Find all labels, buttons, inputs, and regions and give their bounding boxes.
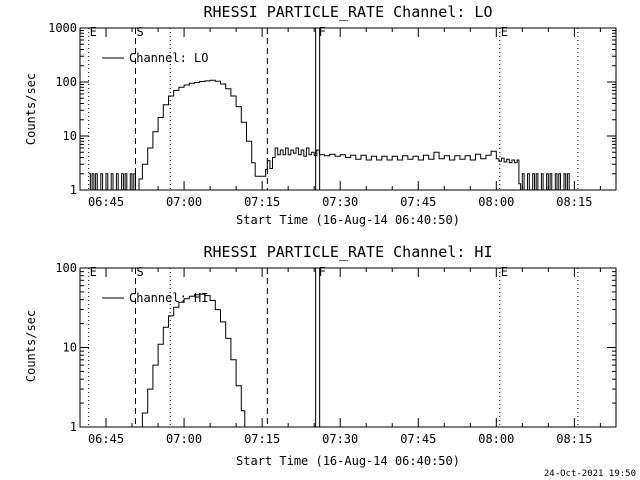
x-tick-label: 06:45 (88, 195, 124, 209)
x-tick-label: 08:15 (556, 195, 592, 209)
y-tick-label: 1000 (48, 21, 77, 35)
x-tick-label: 08:00 (478, 195, 514, 209)
x-tick-label: 07:30 (322, 195, 358, 209)
legend-label: Channel: LO (129, 51, 208, 65)
chart-lo-xlabel: Start Time (16-Aug-14 06:40:50) (236, 213, 460, 227)
series-line-lo (88, 79, 570, 191)
marker-label: E (501, 265, 508, 279)
chart-hi: RHESSI PARTICLE_RATE Channel: HI Counts/… (24, 243, 617, 468)
x-tick-label: 07:45 (400, 432, 436, 446)
footer-timestamp: 24-Oct-2021 19:50 (544, 469, 636, 479)
x-tick-label: 07:00 (166, 195, 202, 209)
x-tick-label: 07:30 (322, 432, 358, 446)
x-tick-label: 08:00 (478, 432, 514, 446)
marker-label: S (137, 265, 144, 279)
chart-hi-xlabel: Start Time (16-Aug-14 06:40:50) (236, 454, 460, 468)
chart-hi-plot-area: 1 10 100 06:45 07:00 07:15 07:30 07:45 08:00 08:1… (55, 261, 617, 446)
chart-lo-title: RHESSI PARTICLE_RATE Channel: LO (204, 3, 493, 21)
y-tick-label: 10 (63, 341, 77, 355)
y-tick-label: 1 (70, 420, 77, 434)
chart-hi-ylabel: Counts/sec (24, 310, 38, 382)
y-tick-label: 1 (70, 183, 77, 197)
x-tick-label: 07:45 (400, 195, 436, 209)
marker-label: F (319, 265, 326, 279)
x-tick-label: 07:15 (244, 195, 280, 209)
chart-lo: RHESSI PARTICLE_RATE Channel: LO Counts/… (24, 3, 617, 227)
y-tick-label: 100 (55, 261, 77, 275)
x-tick-label: 06:45 (88, 432, 124, 446)
chart-lo-ylabel: Counts/sec (24, 73, 38, 145)
chart-hi-title: RHESSI PARTICLE_RATE Channel: HI (204, 243, 493, 261)
marker-label: E (90, 25, 97, 39)
marker-label: E (90, 265, 97, 279)
x-tick-label: 07:15 (244, 432, 280, 446)
x-tick-label: 07:00 (166, 432, 202, 446)
marker-label: E (501, 25, 508, 39)
x-tick-label: 08:15 (556, 432, 592, 446)
marker-label: F (319, 25, 326, 39)
chart-lo-frame (79, 27, 617, 191)
series-line-hi (139, 293, 246, 428)
chart-lo-plot-area: 1 10 100 1000 06:45 07:00 07:15 07:30 07:45 08:00… (48, 21, 617, 209)
y-tick-label: 100 (55, 75, 77, 89)
y-tick-label: 10 (63, 129, 77, 143)
legend-label: Channel: HI (129, 291, 208, 305)
marker-label: S (137, 25, 144, 39)
